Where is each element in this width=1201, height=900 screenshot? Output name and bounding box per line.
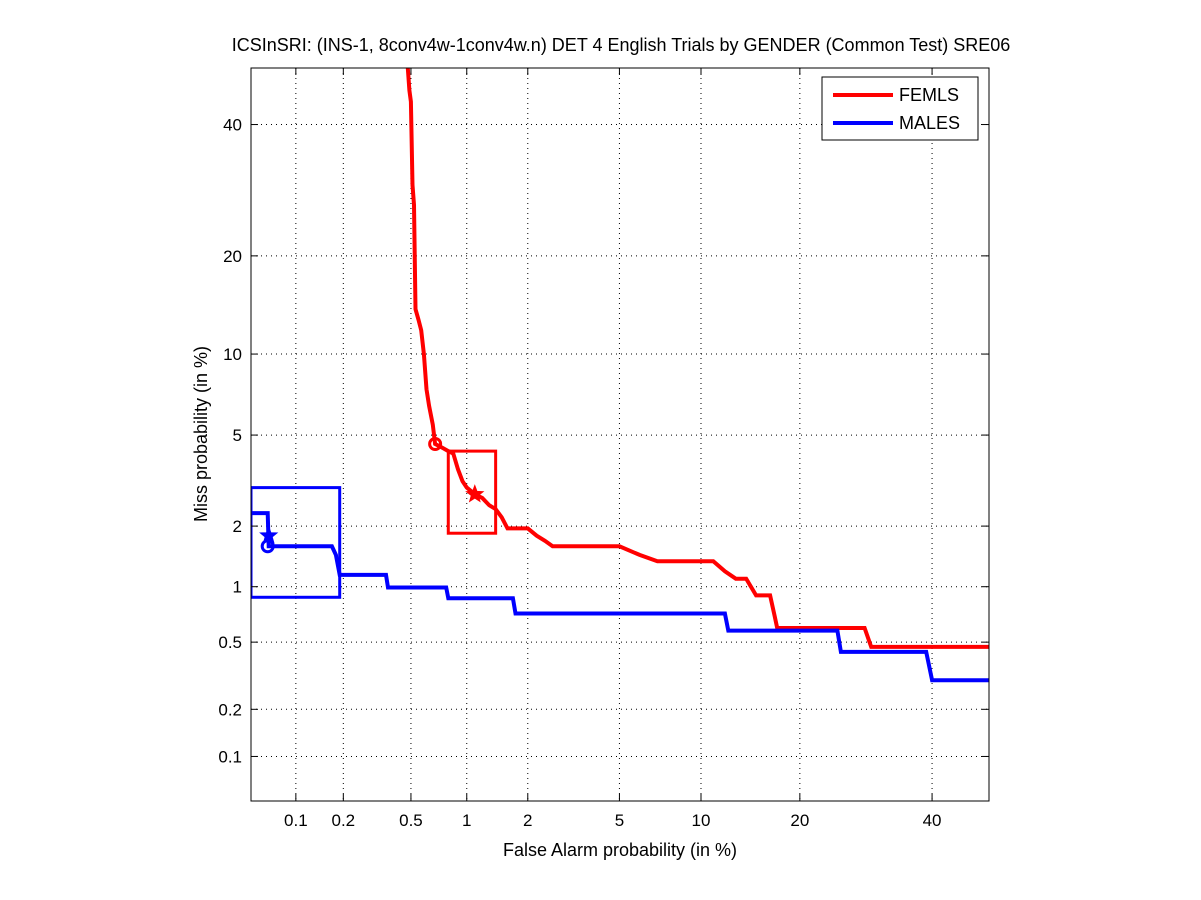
tick-layer: 0.1 0.2 0.5 1 2 5 10 20 40 0.1 0.2 0.5 1 2 5 10 20 40 — [218, 68, 989, 830]
x-tick-label: 0.1 — [284, 811, 308, 830]
axes-box — [250, 67, 990, 802]
min-dcf-marker-femls — [428, 436, 443, 451]
x-tick-label: 0.5 — [399, 811, 423, 830]
chart-title: ICSInSRI: (INS-1, 8conv4w-1conv4w.n) DET… — [232, 35, 1011, 55]
confidence-box-males — [251, 486, 342, 599]
confidence-box-femls — [446, 449, 498, 535]
x-tick-label: 1 — [462, 811, 471, 830]
legend-box — [821, 76, 979, 141]
series-layer — [251, 68, 989, 683]
x-tick-label: 0.2 — [331, 811, 355, 830]
act-dcf-marker-femls — [465, 484, 485, 503]
x-tick-label: 40 — [923, 811, 942, 830]
y-tick-label: 0.5 — [218, 633, 242, 652]
y-tick-label: 0.1 — [218, 747, 242, 766]
y-tick-label: 40 — [223, 116, 242, 135]
y-axis-label: Miss probability (in %) — [191, 346, 211, 522]
y-tick-label: 2 — [233, 517, 242, 536]
x-axis-label: False Alarm probability (in %) — [503, 840, 737, 860]
det-curve-males — [251, 511, 989, 683]
y-tick-label: 0.2 — [218, 700, 242, 719]
x-tick-label: 2 — [523, 811, 532, 830]
grid-lines — [251, 68, 989, 801]
x-tick-label: 10 — [692, 811, 711, 830]
min-dcf-marker-males — [260, 539, 275, 554]
x-tick-label: 20 — [790, 811, 809, 830]
y-tick-label: 5 — [233, 426, 242, 445]
y-tick-label: 20 — [223, 247, 242, 266]
act-dcf-marker-males — [259, 525, 279, 544]
x-tick-label: 5 — [615, 811, 624, 830]
plot-area — [251, 68, 989, 683]
det-curve-femls — [405, 68, 989, 649]
y-tick-label: 1 — [233, 578, 242, 597]
legend-label-males: MALES — [899, 113, 960, 133]
y-tick-label: 10 — [223, 345, 242, 364]
legend-label-femls: FEMLS — [899, 85, 959, 105]
legend: FEMLS MALES — [821, 76, 979, 141]
